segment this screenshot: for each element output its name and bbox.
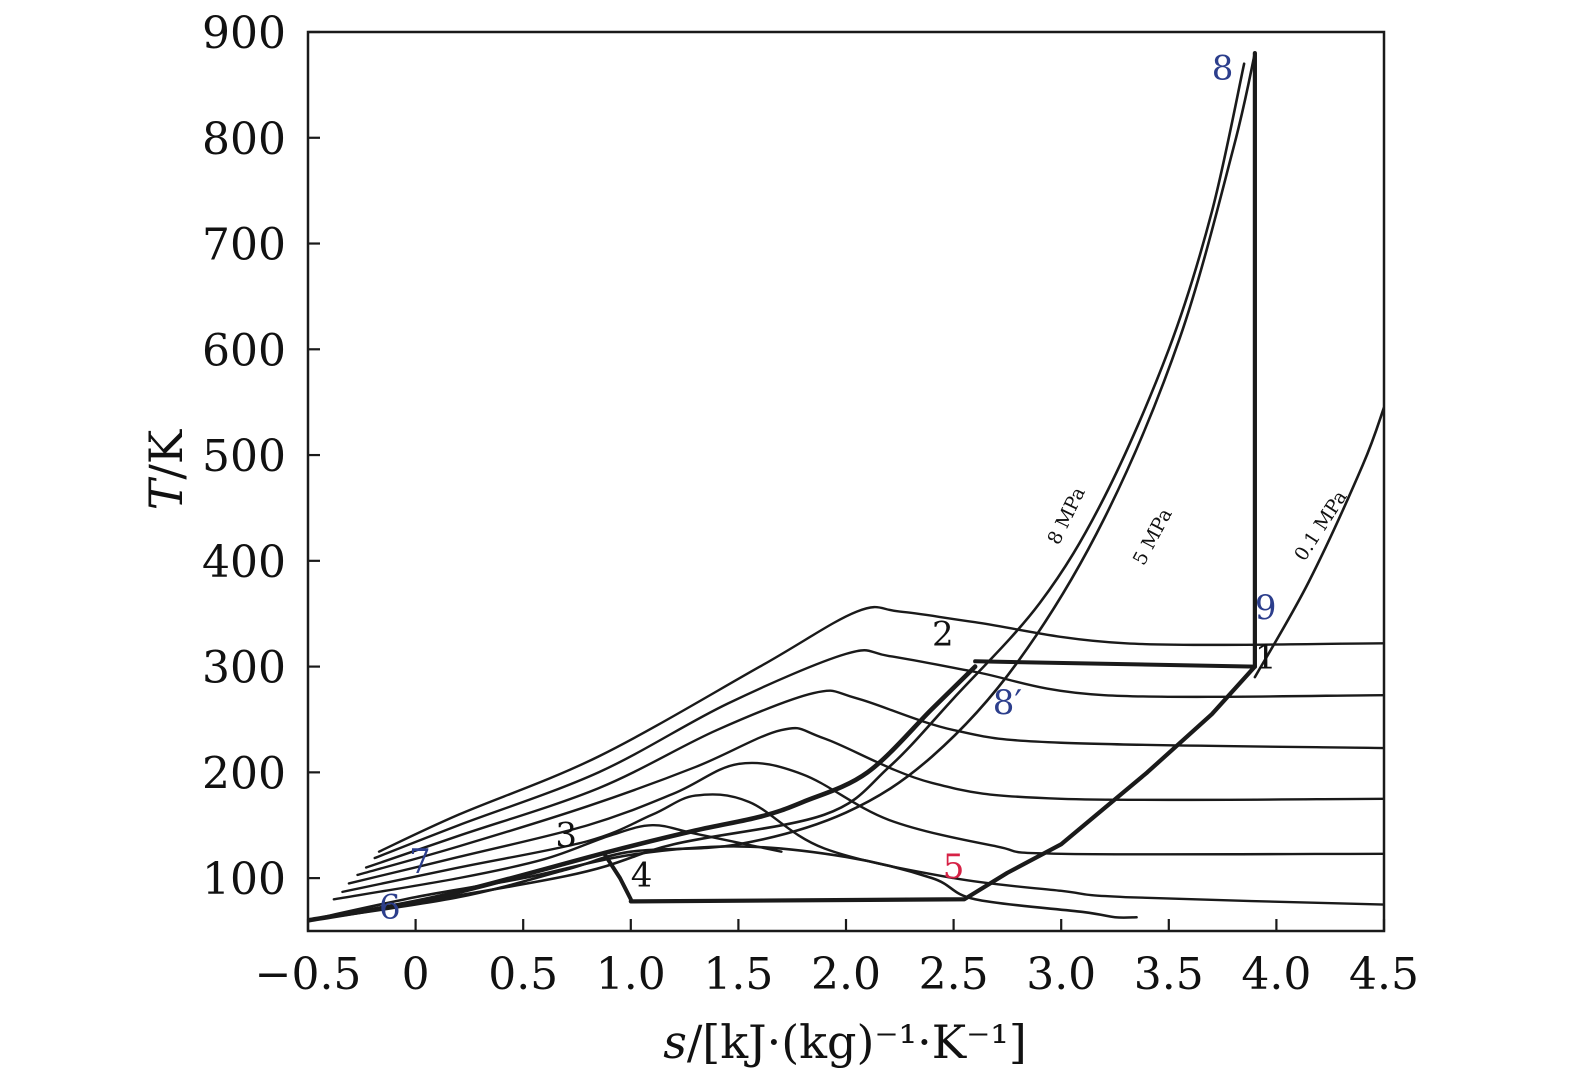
y-axis-title: T/K <box>139 428 193 510</box>
y-axis-symbol: T <box>139 476 193 510</box>
x-axis-title: s/[kJ·(kg)⁻¹·K⁻¹] <box>663 1015 1027 1069</box>
temperature-entropy-chart: −0.5 0 0.5 1.0 1.5 2.0 2.5 3.0 3.5 4.0 4.510020030… <box>0 0 1575 1073</box>
isobar-curve-2 <box>308 53 1255 920</box>
curves-layer <box>308 53 1384 920</box>
x-tick-label: 4.5 <box>1349 949 1419 1000</box>
y-tick-label: 500 <box>202 431 286 482</box>
state-point-label: 6 <box>379 887 401 927</box>
state-point-label: 3 <box>555 815 577 855</box>
y-tick-label: 200 <box>202 748 286 799</box>
x-tick-label: 2.0 <box>811 949 881 1000</box>
process-line-black-3 <box>975 661 1255 666</box>
y-tick-label: 400 <box>202 537 286 588</box>
isobar-label: 0.1 MPa <box>1290 487 1351 565</box>
y-tick-label: 800 <box>202 114 286 165</box>
x-tick-label: 0.5 <box>488 949 558 1000</box>
y-tick-label: 900 <box>202 8 286 59</box>
state-point-label: 7 <box>409 842 431 882</box>
state-point-label: 2 <box>932 614 954 654</box>
x-tick-label: 0 <box>402 949 430 1000</box>
state-point-label: 1 <box>1255 638 1277 678</box>
x-tick-label: 2.5 <box>919 949 989 1000</box>
state-point-label: 8′ <box>993 683 1022 723</box>
x-axis-unit: /[kJ·(kg)⁻¹·K⁻¹] <box>687 1015 1027 1069</box>
y-axis-unit: /K <box>139 428 193 479</box>
state-point-label: 9 <box>1255 588 1277 628</box>
state-point-label: 5 <box>943 847 965 887</box>
state-point-label: 4 <box>631 856 653 896</box>
x-tick-label: 1.5 <box>703 949 773 1000</box>
x-axis-symbol: s <box>663 1015 687 1069</box>
state-point-label: 8 <box>1212 49 1234 89</box>
x-tick-label: 3.0 <box>1026 949 1096 1000</box>
isotherm-curve-5 <box>349 763 1384 884</box>
x-tick-label: −0.5 <box>255 949 362 1000</box>
y-tick-label: 700 <box>202 220 286 271</box>
x-tick-label: 3.5 <box>1134 949 1204 1000</box>
isobar-label: 5 MPa <box>1129 505 1177 569</box>
process-lines-layer <box>605 53 1255 901</box>
y-tick-label: 300 <box>202 643 286 694</box>
y-tick-label: 600 <box>202 325 286 376</box>
y-tick-label: 100 <box>202 854 286 905</box>
isotherm-curve-1 <box>379 607 1384 852</box>
x-tick-label: 4.0 <box>1241 949 1311 1000</box>
x-tick-label: 1.0 <box>596 949 666 1000</box>
isobar-curve-3 <box>308 64 1244 921</box>
